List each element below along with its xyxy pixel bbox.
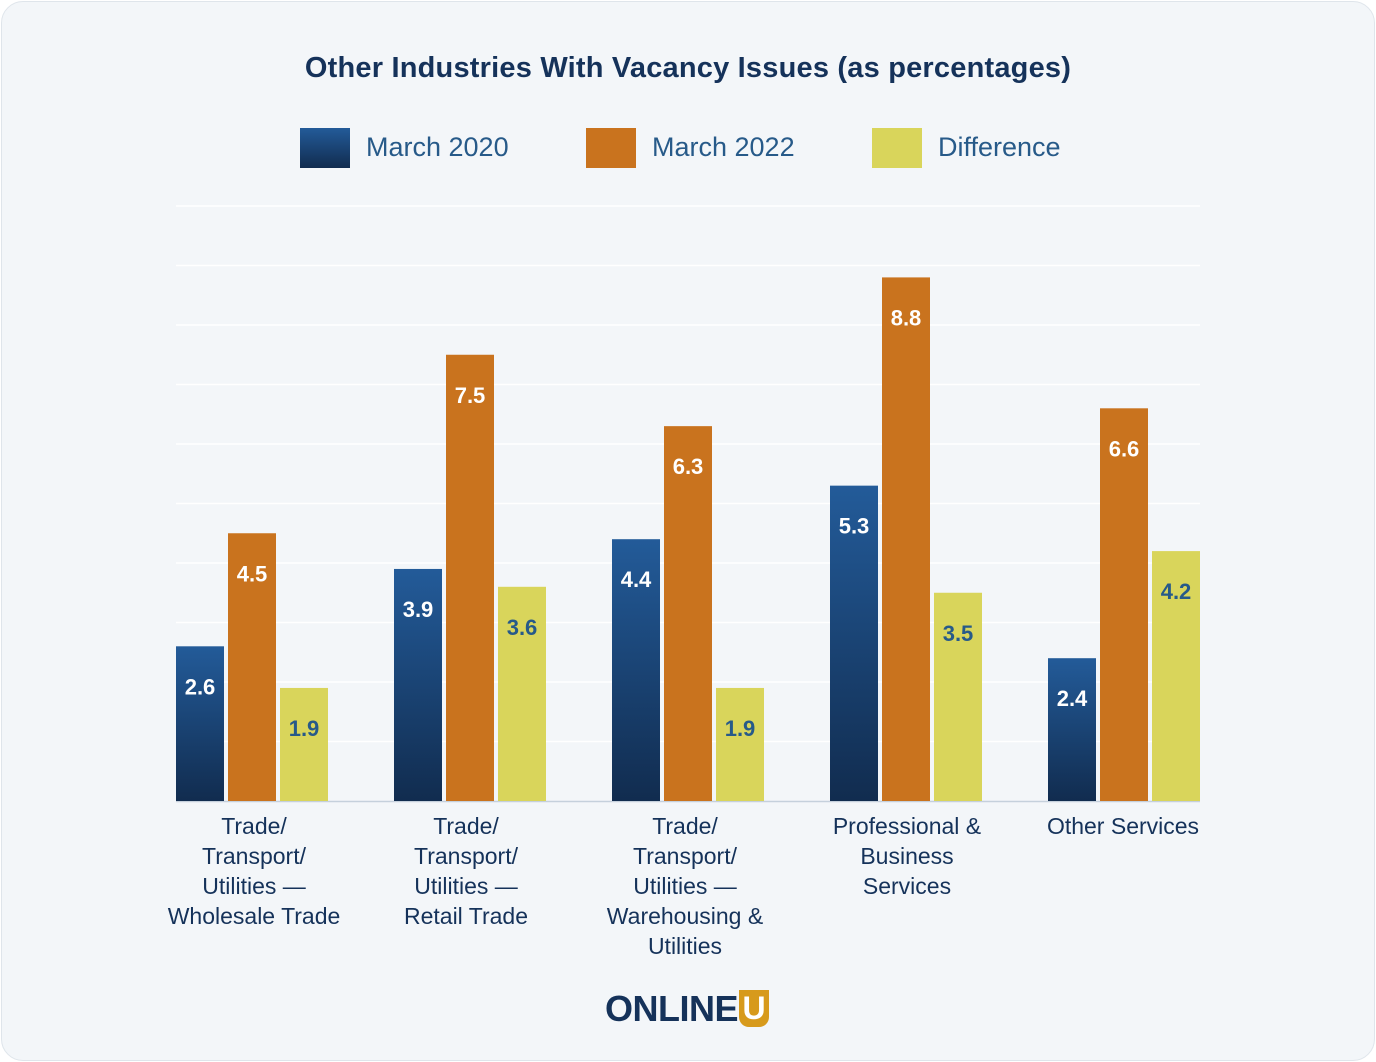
category-label-line: Warehousing & [606,903,764,929]
chart-title: Other Industries With Vacancy Issues (as… [304,52,1072,84]
data-label-march-2022-1: 7.5 [455,383,486,408]
category-label-line: Services [862,873,952,899]
data-label-difference-4: 4.2 [1161,579,1192,604]
category-label-line: Retail Trade [403,903,528,929]
category-label-line: Other Services [1046,813,1200,839]
category-label-1: Trade/Transport/Utilities — Retail Trade [356,811,576,931]
bar-difference-4 [1152,551,1200,801]
data-label-difference-3: 3.5 [943,621,974,646]
bar-march-2020-4 [1048,658,1096,801]
bar-march-2020-1 [394,568,442,801]
category-label-line: Business [860,843,954,869]
category-label-line: Utilities [647,933,723,959]
data-label-march-2020-3: 5.3 [839,514,870,539]
category-label-line: Trade/ [221,813,287,839]
data-labels: 2.6 3.9 4.4 5.3 2.4 4.5 7.5 6.3 8.8 6.6 1.9 3.6 1.9 3… [185,305,1192,741]
category-label-2: Trade/Transport/Utilities — Warehousing &… [575,811,795,961]
bar-march-2022-3 [882,277,930,801]
data-label-march-2020-4: 2.4 [1057,686,1088,711]
category-label-0: Trade/Transport/Utilities — Wholesale Tra… [144,811,364,931]
logo-u-badge: U [739,990,769,1027]
category-label-line: Transport/ [633,843,737,869]
bar-difference-2 [716,687,764,801]
bar-march-2022-4 [1100,408,1148,801]
data-label-march-2020-2: 4.4 [621,567,652,592]
legend-swatch-difference [872,128,922,168]
category-label-line: Utilities — [414,873,518,899]
legend-swatch-march-2020 [300,128,350,168]
data-label-march-2020-0: 2.6 [185,674,216,699]
data-label-march-2022-0: 4.5 [237,561,268,586]
category-label-line: Utilities — [633,873,737,899]
category-label-line: Wholesale Trade [167,903,341,929]
logo-text: ONLINE [605,988,739,1029]
bar-difference-1 [498,586,546,801]
bar-march-2020-3 [830,485,878,801]
category-label-line: Trade/ [652,813,718,839]
category-label-line: Transport/ [414,843,518,869]
bar-march-2022-0 [228,533,276,801]
category-label-3: Professional & Business Services [797,811,1017,901]
category-label-line: Trade/ [433,813,499,839]
data-label-march-2020-1: 3.9 [403,597,434,622]
legend-label-march-2020: March 2020 [366,132,509,162]
legend-swatch-march-2022 [586,128,636,168]
category-label-line: Transport/ [202,843,306,869]
data-label-march-2022-4: 6.6 [1109,436,1140,461]
data-label-difference-0: 1.9 [289,716,320,741]
bar-difference-3 [934,592,982,801]
bar-difference-0 [280,687,328,801]
data-label-march-2022-2: 6.3 [673,454,704,479]
data-label-difference-2: 1.9 [725,716,756,741]
bar-march-2020-2 [612,539,660,801]
legend-label-march-2022: March 2022 [652,132,795,162]
logo-u-letter: U [742,990,766,1026]
bar-march-2022-2 [664,426,712,801]
category-label-4: Other Services [1013,811,1233,841]
bar-march-2022-1 [446,354,494,801]
legend-label-difference: Difference [938,132,1061,162]
bars [176,277,1200,801]
category-label-line: Utilities — [202,873,306,899]
data-label-march-2022-3: 8.8 [891,305,922,330]
data-label-difference-1: 3.6 [507,615,538,640]
bar-march-2020-0 [176,646,224,801]
category-label-line: Professional & [832,813,982,839]
